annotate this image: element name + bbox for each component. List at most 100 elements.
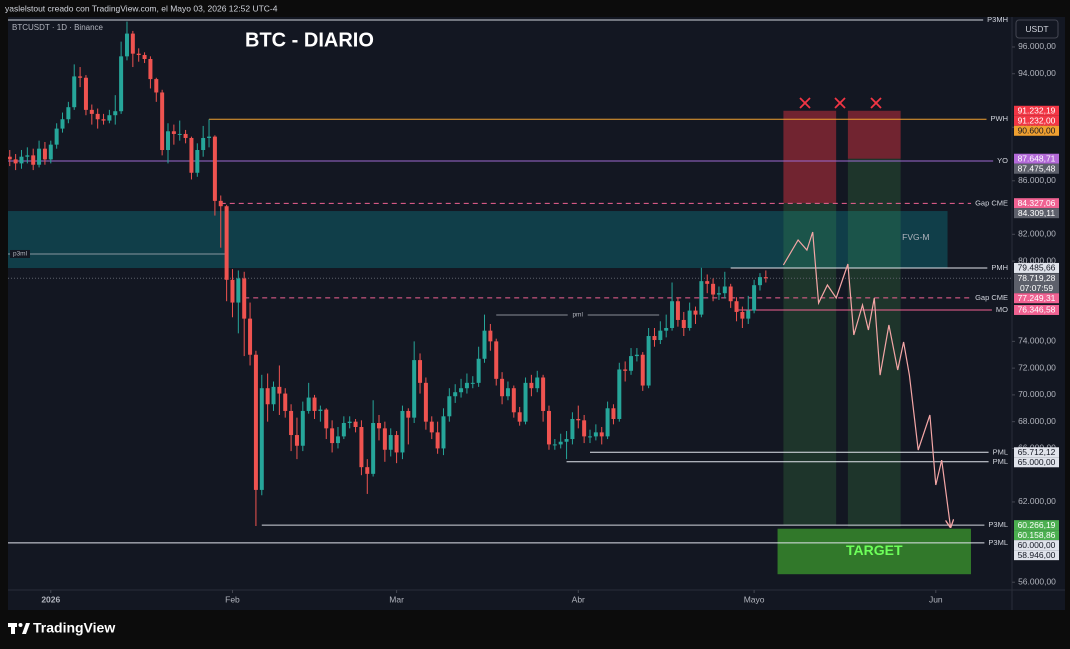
candle-body (447, 396, 452, 417)
candle-body (617, 369, 622, 419)
candle-body (546, 410, 551, 445)
candle-body (253, 354, 258, 490)
candle-body (166, 131, 171, 151)
candle-body (83, 77, 88, 110)
candle-body (582, 420, 587, 437)
candle-body (119, 56, 124, 112)
candle-body (148, 59, 153, 80)
price-tag-label: 84.309,11 (1018, 208, 1055, 218)
candle-body (763, 277, 768, 279)
brand-logo (8, 623, 30, 634)
candle-body (171, 131, 176, 134)
candle-body (265, 388, 270, 405)
candle-body (570, 418, 575, 440)
price-tag-label: 79.485,66 (1018, 263, 1056, 273)
candle-body (324, 409, 329, 429)
candle-body (37, 148, 42, 165)
candle-body (640, 354, 645, 386)
y-tick-label: 94.000,00 (1018, 68, 1056, 78)
candle-body (236, 278, 241, 303)
candle-body (335, 436, 340, 444)
candle-body (629, 356, 634, 371)
candle-body (330, 428, 335, 444)
candle-body (25, 155, 30, 157)
candle-body (652, 336, 657, 341)
profit-zone (783, 203, 837, 526)
candle-body (72, 76, 77, 108)
x-tick-label: Abr (572, 594, 585, 604)
price-tag-label: 76.346,58 (1018, 305, 1056, 315)
candle-body (658, 330, 663, 341)
candle-body (470, 382, 475, 384)
x-marker (834, 97, 846, 109)
chart-panel (8, 17, 1065, 610)
annotation-label: p3ml (13, 251, 28, 258)
level-label: P3MH (987, 15, 1008, 24)
level-label: PML (993, 447, 1008, 456)
currency-button[interactable] (1015, 19, 1059, 39)
annotation-label-bg (10, 249, 30, 258)
price-tag (1014, 304, 1059, 315)
price-tag (1014, 262, 1059, 273)
candle-body (283, 393, 288, 411)
candle-body (552, 444, 557, 446)
price-tag (1014, 457, 1059, 468)
candle-body (693, 310, 698, 315)
candle-body (177, 133, 182, 135)
candle-body (511, 388, 516, 413)
currency-label[interactable]: USDT (1025, 24, 1048, 34)
price-tag-label: 77.249,31 (1018, 293, 1056, 303)
y-tick-label: 82.000,00 (1018, 229, 1056, 239)
price-tag-label: 60.000,00 (1018, 540, 1056, 550)
candle-body (541, 377, 546, 411)
candle-body (107, 115, 112, 121)
candle-body (429, 421, 434, 433)
candle-body (505, 388, 510, 397)
y-tick-label: 86.000,00 (1018, 175, 1056, 185)
candle-body (242, 278, 247, 319)
candle-body (377, 422, 382, 429)
price-tag (1014, 273, 1059, 294)
price-tag (1014, 153, 1059, 164)
candle-body (13, 159, 18, 164)
candle-body (406, 410, 411, 418)
y-tick-label: 74.000,00 (1018, 336, 1056, 346)
candle-body (189, 137, 194, 173)
candle-body (488, 330, 493, 342)
x-marker (799, 97, 811, 109)
candle-body (734, 301, 739, 312)
stop-zone (847, 110, 901, 159)
price-tag (1014, 115, 1059, 126)
annotation-label: pml (572, 312, 583, 319)
candle-body (78, 76, 83, 78)
annotation-label-bg (567, 311, 588, 320)
x-tick-label: Jun (929, 594, 943, 604)
level-label: PML (993, 457, 1008, 466)
candle-body (312, 397, 317, 411)
candle-body (529, 382, 534, 389)
price-tag-label: 87.475,48 (1018, 163, 1056, 173)
candle-body (664, 327, 669, 331)
candle-body (289, 410, 294, 436)
candle-body (517, 412, 522, 422)
price-tag-label: 58.946,00 (1018, 550, 1056, 560)
candle-body (230, 279, 235, 303)
price-tag (1014, 125, 1059, 136)
candle-body (675, 301, 680, 320)
candle-body (371, 422, 376, 474)
price-tag-label: 60.266,19 (1018, 520, 1056, 530)
candle-body (588, 436, 593, 438)
candle-body (259, 388, 264, 490)
logo-shape (11, 623, 15, 634)
candle-body (359, 427, 364, 468)
candle-body (435, 432, 440, 449)
candle-body (42, 148, 47, 160)
x-tick-label: Mayo (744, 594, 765, 604)
candle-body (453, 392, 458, 397)
x-tick-label: Feb (225, 594, 240, 604)
candle-body (494, 341, 499, 379)
candle-body (294, 435, 299, 446)
forecast-path (782, 231, 950, 527)
candle-body (728, 286, 733, 302)
y-tick-label: 56.000,00 (1018, 576, 1056, 586)
